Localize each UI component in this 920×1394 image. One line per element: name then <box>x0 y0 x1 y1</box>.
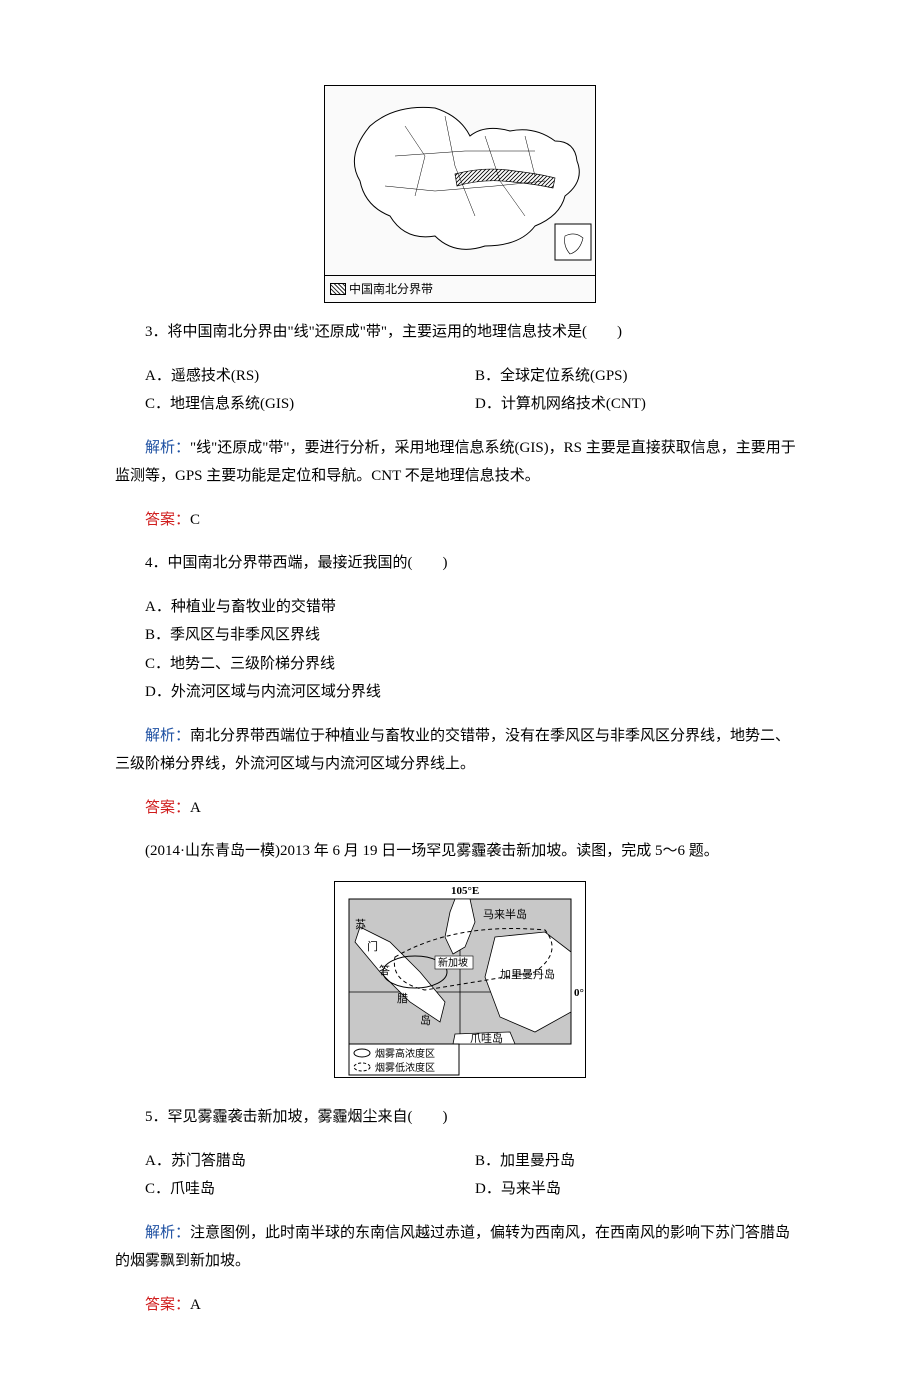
china-map-svg <box>325 86 595 264</box>
q4-opt-b: B．季风区与非季风区界线 <box>115 621 805 650</box>
q3-opt-b: B．全球定位系统(GPS) <box>475 362 805 391</box>
q3-opt-a: A．遥感技术(RS) <box>115 362 475 391</box>
figure-sea-map: 105°E 马 <box>115 881 805 1089</box>
label-kalimantan: 加里曼丹岛 <box>500 967 555 981</box>
q4-opt-c: C．地势二、三级阶梯分界线 <box>115 650 805 679</box>
q3-answer-text: C <box>190 512 200 528</box>
answer-label: 答案： <box>145 512 190 528</box>
legend-swatch-icon <box>330 283 346 295</box>
q5-opt-a: A．苏门答腊岛 <box>115 1147 475 1176</box>
q3-analysis-text: "线"还原成"带"，要进行分析，采用地理信息系统(GIS)，RS 主要是直接获取… <box>115 440 796 485</box>
q3-options-row1: A．遥感技术(RS) B．全球定位系统(GPS) <box>115 362 805 391</box>
label-la: 腊 <box>397 992 408 1005</box>
china-map-caption: 中国南北分界带 <box>325 275 595 303</box>
q5-options-row1: A．苏门答腊岛 B．加里曼丹岛 <box>115 1147 805 1176</box>
sea-map-svg: 105°E 马 <box>334 881 586 1078</box>
analysis-label: 解析： <box>145 440 190 456</box>
q4-answer-text: A <box>190 800 201 816</box>
q4-analysis: 解析：南北分界带西端位于种植业与畜牧业的交错带，没有在季风区与非季风区分界线，地… <box>115 722 805 779</box>
label-malay: 马来半岛 <box>483 907 527 921</box>
label-105e: 105°E <box>451 885 479 897</box>
q3-opt-c: C．地理信息系统(GIS) <box>115 390 475 419</box>
label-dao: 岛 <box>420 1013 431 1027</box>
q4-opt-d: D．外流河区域与内流河区域分界线 <box>115 678 805 707</box>
answer-label: 答案： <box>145 800 190 816</box>
document-page: 中国南北分界带 3．将中国南北分界由"线"还原成"带"，主要运用的地理信息技术是… <box>0 0 920 1394</box>
q5-answer-text: A <box>190 1297 201 1313</box>
answer-label: 答案： <box>145 1297 190 1313</box>
q5-options-row2: C．爪哇岛 D．马来半岛 <box>115 1175 805 1204</box>
q5-analysis: 解析：注意图例，此时南半球的东南信风越过赤道，偏转为西南风，在西南风的影响下苏门… <box>115 1219 805 1276</box>
legend-low-label: 烟雾低浓度区 <box>375 1061 435 1074</box>
q5-analysis-text: 注意图例，此时南半球的东南信风越过赤道，偏转为西南风，在西南风的影响下苏门答腊岛… <box>115 1225 790 1270</box>
label-singapore: 新加坡 <box>438 956 468 969</box>
label-su: 苏 <box>355 918 366 931</box>
label-0deg: 0° <box>574 987 584 999</box>
analysis-label: 解析： <box>145 1225 190 1241</box>
q5-opt-b: B．加里曼丹岛 <box>475 1147 805 1176</box>
q3-analysis: 解析："线"还原成"带"，要进行分析，采用地理信息系统(GIS)，RS 主要是直… <box>115 434 805 491</box>
q4-opt-a: A．种植业与畜牧业的交错带 <box>115 593 805 622</box>
q5-stem: 5．罕见雾霾袭击新加坡，雾霾烟尘来自( ) <box>115 1103 805 1132</box>
q5-opt-d: D．马来半岛 <box>475 1175 805 1204</box>
q3-options-row2: C．地理信息系统(GIS) D．计算机网络技术(CNT) <box>115 390 805 419</box>
q4-answer: 答案：A <box>115 794 805 823</box>
q4-analysis-text: 南北分界带西端位于种植业与畜牧业的交错带，没有在季风区与非季风区分界线，地势二、… <box>115 728 790 773</box>
label-java: 爪哇岛 <box>470 1031 503 1045</box>
label-men: 门 <box>367 939 378 953</box>
q5-answer: 答案：A <box>115 1291 805 1320</box>
figure-china-map: 中国南北分界带 <box>115 85 805 303</box>
q4-stem: 4．中国南北分界带西端，最接近我国的( ) <box>115 549 805 578</box>
q5-opt-c: C．爪哇岛 <box>115 1175 475 1204</box>
q3-stem: 3．将中国南北分界由"线"还原成"带"，主要运用的地理信息技术是( ) <box>115 318 805 347</box>
china-map-box: 中国南北分界带 <box>324 85 596 303</box>
legend-high-label: 烟雾高浓度区 <box>375 1047 435 1060</box>
q3-opt-d: D．计算机网络技术(CNT) <box>475 390 805 419</box>
q3-answer: 答案：C <box>115 506 805 535</box>
analysis-label: 解析： <box>145 728 190 744</box>
intro-56: (2014·山东青岛一模)2013 年 6 月 19 日一场罕见雾霾袭击新加坡。… <box>115 837 805 866</box>
china-map-caption-text: 中国南北分界带 <box>349 282 433 296</box>
label-da: 答 <box>379 963 390 977</box>
